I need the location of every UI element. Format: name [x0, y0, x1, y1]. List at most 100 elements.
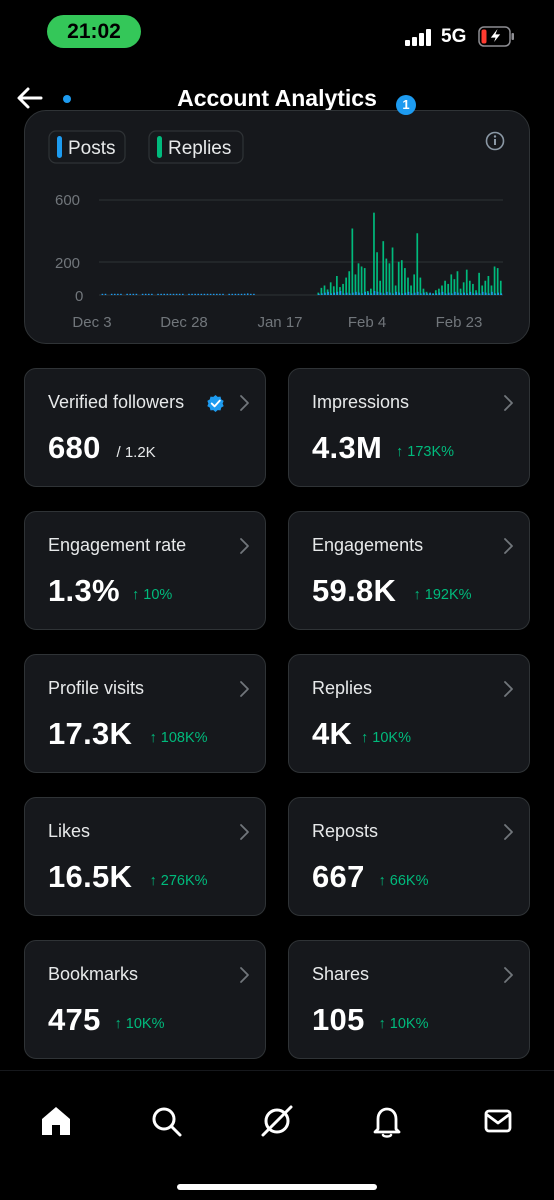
bar-posts [383, 293, 385, 295]
y-tick: 0 [75, 288, 83, 305]
bar-posts [175, 293, 178, 295]
legend-posts-label: Posts [68, 138, 116, 159]
stat-card-verified-followers[interactable]: Verified followers 680 / 1.2K [24, 368, 266, 487]
bar-posts [228, 293, 230, 295]
messages-icon[interactable] [478, 1101, 518, 1141]
stat-card-shares[interactable]: Shares 105 ↑ 10K% [288, 940, 530, 1059]
stat-value: 16.5K [48, 859, 133, 894]
x-tick: Jan 17 [257, 314, 302, 331]
stat-card-profile-visits[interactable]: Profile visits 17.3K ↑ 108K% [24, 654, 266, 773]
bar-replies [382, 241, 385, 295]
bar-posts [401, 293, 404, 295]
bar-posts [485, 292, 487, 296]
stat-delta: ↑ 192K% [413, 587, 472, 603]
bar-posts [386, 291, 388, 295]
bar-replies [475, 290, 477, 295]
bar-posts [349, 293, 351, 295]
stat-card-engagements[interactable]: Engagements 59.8K ↑ 192K% [288, 511, 530, 630]
legend-replies-swatch [157, 136, 162, 158]
stat-card-engagement-rate[interactable]: Engagement rate 1.3% ↑ 10% [24, 511, 266, 630]
legend-posts[interactable]: Posts [48, 130, 126, 164]
stat-card-replies[interactable]: Replies 4K ↑ 10K% [288, 654, 530, 773]
stat-card-bookmarks[interactable]: Bookmarks 475 ↑ 10K% [24, 940, 266, 1059]
status-bar: 21:02 5G [0, 0, 554, 72]
bar-posts [457, 292, 459, 296]
bar-posts [209, 293, 212, 295]
search-icon[interactable] [146, 1101, 186, 1141]
notifications-icon[interactable] [367, 1101, 407, 1141]
legend-replies[interactable]: Replies [148, 130, 244, 164]
bar-replies [416, 233, 419, 295]
bar-posts [240, 293, 243, 295]
bar-posts [321, 293, 323, 295]
bar-replies [499, 280, 502, 295]
arrow-left-icon[interactable] [12, 80, 48, 116]
bar-posts [352, 292, 354, 296]
bar-replies [394, 285, 397, 295]
stat-card-impressions[interactable]: Impressions 4.3M ↑ 173K% [288, 368, 530, 487]
bar-replies [450, 274, 453, 295]
bar-posts [231, 293, 234, 295]
bar-replies [413, 274, 416, 295]
bar-posts [182, 293, 184, 295]
battery-charging-icon [478, 26, 514, 47]
bar-posts [469, 291, 472, 295]
bar-posts [141, 293, 144, 295]
bar-posts [222, 293, 224, 295]
stat-value: 680 [48, 430, 101, 465]
bar-posts [404, 292, 407, 296]
bar-posts [417, 291, 419, 295]
bar-replies [407, 277, 409, 295]
bar-replies [419, 277, 422, 295]
stat-card-likes[interactable]: Likes 16.5K ↑ 276K% [24, 797, 266, 916]
bar-replies [453, 279, 456, 295]
bar-posts [216, 293, 218, 295]
bar-posts [336, 291, 339, 295]
info-circle-icon[interactable] [485, 131, 505, 151]
bar-replies [379, 280, 382, 295]
bar-posts [438, 292, 441, 296]
bar-replies [360, 266, 363, 295]
bar-replies [342, 283, 344, 295]
bar-posts [441, 291, 444, 295]
bar-replies [391, 247, 394, 295]
analytics-chart: Posts Replies 600 200 0 Dec 3 Dec 28 Jan… [24, 110, 530, 344]
bar-posts [151, 293, 153, 295]
stat-value: 667 [312, 859, 365, 894]
bar-replies [354, 274, 357, 295]
bar-posts [327, 291, 329, 295]
bar-posts [345, 292, 348, 296]
bar-replies [336, 276, 338, 295]
grok-icon[interactable] [257, 1101, 297, 1141]
home-icon[interactable] [36, 1101, 76, 1141]
bar-posts [358, 292, 360, 296]
bar-posts [339, 291, 342, 295]
bar-posts [398, 292, 401, 296]
bar-replies [422, 288, 425, 295]
bar-posts [148, 293, 150, 295]
x-tick: Dec 3 [72, 314, 111, 331]
verified-badge-icon [207, 394, 224, 413]
bar-posts [423, 292, 425, 296]
stat-card-reposts[interactable]: Reposts 667 ↑ 66K% [288, 797, 530, 916]
legend-posts-swatch [57, 136, 62, 158]
bar-replies [493, 266, 496, 295]
bar-posts [432, 293, 435, 295]
bar-replies [462, 282, 465, 295]
bar-replies [468, 280, 471, 295]
stat-delta: ↑ 108K% [149, 730, 208, 746]
bar-posts [497, 292, 499, 296]
stat-label: Engagements [312, 535, 424, 555]
bar-posts [355, 291, 357, 295]
chevron-right-icon [504, 681, 513, 697]
chevron-right-icon [240, 395, 249, 411]
chevron-right-icon [240, 967, 249, 983]
chevron-right-icon [240, 538, 249, 554]
bar-posts [157, 293, 159, 295]
bar-posts [463, 292, 465, 296]
stat-delta: ↑ 276K% [149, 873, 208, 889]
bar-posts [169, 293, 172, 295]
bar-posts [373, 291, 376, 295]
bar-posts [212, 293, 215, 295]
bar-posts [475, 292, 478, 296]
